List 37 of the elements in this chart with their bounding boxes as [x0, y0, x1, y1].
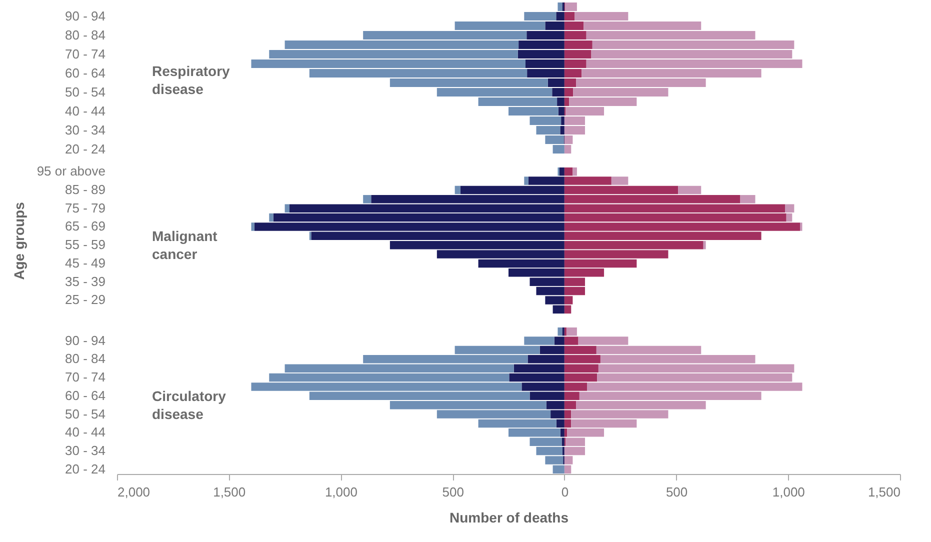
y-tick-label: 20 - 24 [65, 141, 106, 156]
x-tick-label: 0 [561, 484, 569, 500]
x-tick-label: 1,000 [324, 484, 358, 500]
y-axis-title: Age groups [10, 202, 27, 280]
y-tick-label: 90 - 94 [65, 8, 106, 24]
y-tick-label: 80 - 84 [65, 351, 106, 366]
y-tick-label: 50 - 54 [65, 84, 106, 100]
y-tick-label: 80 - 84 [65, 27, 106, 42]
y-tick-label: 30 - 34 [65, 443, 106, 458]
y-tick-label: 90 - 94 [65, 332, 106, 348]
x-tick-label: 1,500 [213, 484, 246, 500]
y-tick-label: 40 - 44 [65, 103, 106, 118]
x-tick-label: 500 [666, 484, 688, 500]
x-tick-label: 1,000 [772, 484, 805, 500]
annotation: Respiratory disease [152, 63, 230, 97]
y-tick-label: 30 - 34 [65, 122, 106, 138]
y-tick-label: 70 - 74 [65, 46, 106, 62]
y-tick-label: 60 - 64 [65, 65, 106, 80]
y-tick-label: 85 - 89 [65, 182, 106, 197]
y-tick-label: 40 - 44 [65, 424, 106, 440]
y-tick-label: 25 - 29 [65, 292, 106, 308]
y-tick-label: 65 - 69 [65, 218, 106, 234]
annotation: Circulatory disease [152, 388, 226, 422]
x-axis-title: Number of deaths [449, 510, 569, 526]
y-tick-label: 70 - 74 [65, 370, 106, 385]
y-tick-label: 95 or above [36, 164, 106, 179]
x-tick-label: 2,000 [118, 484, 150, 500]
x-tick-label: 1,500 [868, 484, 900, 500]
y-tick-label: 75 - 79 [65, 200, 106, 216]
y-tick-label: 45 - 49 [65, 255, 106, 270]
y-tick-label: 35 - 39 [65, 274, 106, 289]
y-tick-label: 60 - 64 [65, 388, 106, 403]
y-tick-label: 20 - 24 [65, 461, 106, 476]
y-tick-label: 55 - 59 [65, 237, 106, 252]
annotation: Malignant cancer [152, 228, 218, 262]
y-tick-label: 50 - 54 [65, 406, 106, 422]
x-tick-label: 500 [442, 484, 464, 500]
